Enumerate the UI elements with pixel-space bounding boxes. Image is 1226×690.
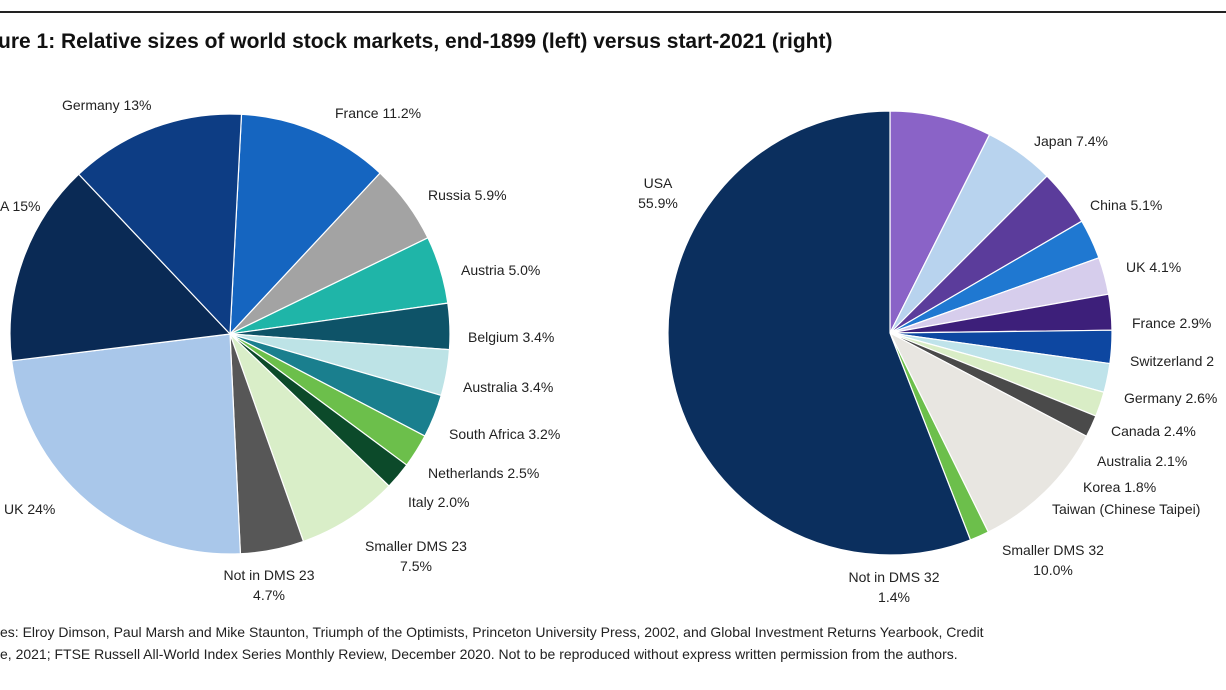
slice-label: Not in DMS 32 1.4%: [848, 569, 939, 605]
pie-right-2021: Japan 7.4% China 5.1% UK 4.1% France 2.9% Sw…: [638, 110, 1217, 605]
pie-slice: [229, 333, 390, 543]
pie-left-1899: France 11.2% Russia 5.9% Austria 5.0% Belgi…: [0, 97, 560, 603]
slice-label: Smaller DMS 32 10.0%: [1002, 542, 1104, 578]
slice-label: Germany 13%: [62, 97, 151, 113]
slice-label: Belgium 3.4%: [468, 329, 554, 345]
slice-label: Australia 2.1%: [1097, 453, 1187, 469]
slice-label: USA 55.9%: [638, 175, 678, 211]
slice-label: Taiwan (Chinese Taipei): [1052, 501, 1200, 517]
source-note: es: Elroy Dimson, Paul Marsh and Mike St…: [0, 621, 1226, 665]
slice-label: Australia 3.4%: [463, 379, 553, 395]
slice-label: Germany 2.6%: [1124, 390, 1217, 406]
source-line-1: es: Elroy Dimson, Paul Marsh and Mike St…: [0, 624, 984, 640]
pie-slice: [229, 113, 381, 336]
pie-slice: [888, 331, 1088, 533]
pie-slice: [10, 333, 242, 555]
slice-label: Not in DMS 23 4.7%: [223, 567, 314, 603]
source-line-2: e, 2021; FTSE Russell All-World Index Se…: [0, 646, 958, 662]
slice-label: UK 4.1%: [1126, 259, 1181, 275]
slice-label: Japan 7.4%: [1034, 133, 1108, 149]
slice-label: Netherlands 2.5%: [428, 465, 539, 481]
slice-label: France 11.2%: [335, 105, 421, 121]
pie-slice: [77, 113, 243, 336]
slice-label: China 5.1%: [1090, 197, 1162, 213]
slice-label: Canada 2.4%: [1111, 423, 1196, 439]
slice-label: Austria 5.0%: [461, 262, 540, 278]
slice-label: France 2.9%: [1132, 315, 1211, 331]
chart-title: ure 1: Relative sizes of world stock mar…: [0, 30, 833, 53]
pie-slice: [889, 110, 991, 334]
top-rule: [0, 11, 1226, 13]
slice-label: Korea 1.8%: [1083, 479, 1156, 495]
slice-label: UK 24%: [4, 501, 55, 517]
slice-label: Russia 5.9%: [428, 187, 507, 203]
slice-label: Italy 2.0%: [408, 494, 469, 510]
slice-label: Smaller DMS 23 7.5%: [365, 538, 467, 574]
slice-label: South Africa 3.2%: [449, 426, 560, 442]
pie-slice: [9, 173, 232, 362]
slice-label: A 15%: [0, 198, 40, 214]
pie-slice: [667, 110, 972, 556]
slice-label: Switzerland 2: [1130, 353, 1214, 369]
